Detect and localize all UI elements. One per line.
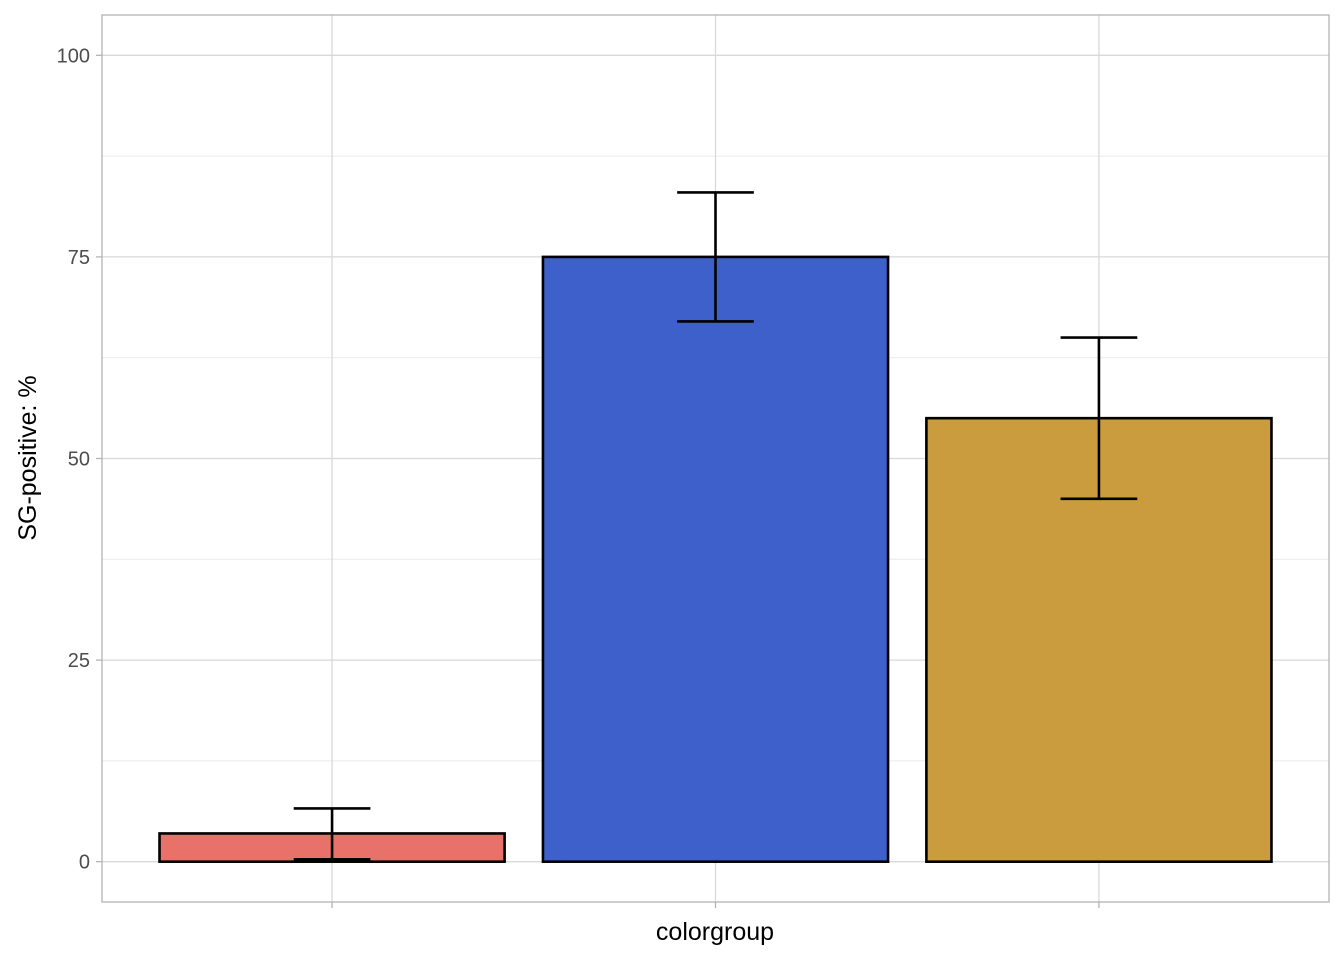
y-tick-label: 75 — [68, 247, 90, 269]
bar — [541, 255, 890, 863]
error-bars — [293, 191, 1138, 861]
y-tick-label: 50 — [68, 449, 90, 471]
y-tick-label: 25 — [68, 650, 90, 672]
y-axis-ticks: 0 25 50 75 100 — [57, 45, 102, 874]
error-bar — [1060, 336, 1138, 501]
x-axis-ticks — [331, 902, 1100, 908]
y-axis-title: SG-positive: % — [14, 375, 42, 540]
y-tick-label: 0 — [79, 852, 90, 874]
error-bar — [677, 191, 754, 323]
x-axis-title: colorgroup — [656, 918, 774, 946]
y-tick-label: 100 — [57, 45, 90, 67]
error-bar — [293, 807, 371, 861]
